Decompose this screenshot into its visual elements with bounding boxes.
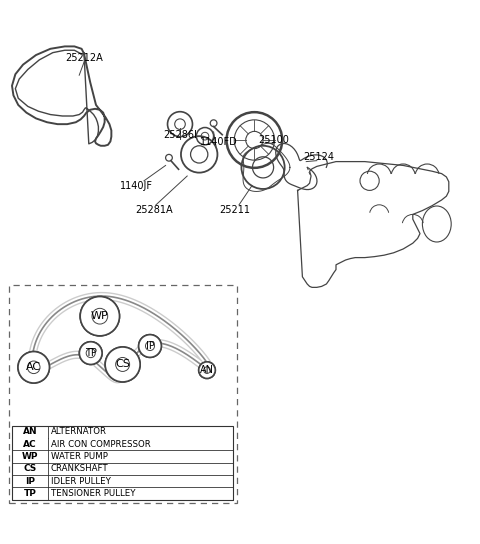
Text: AN: AN: [200, 365, 214, 375]
Text: 1140JF: 1140JF: [120, 181, 153, 190]
Text: ALTERNATOR: ALTERNATOR: [50, 428, 107, 436]
Text: TP: TP: [85, 348, 96, 358]
Bar: [9, 285, 237, 503]
Text: CS: CS: [24, 465, 37, 473]
Text: CRANKSHAFT: CRANKSHAFT: [50, 465, 108, 473]
Text: AC: AC: [26, 362, 41, 372]
Text: IP: IP: [25, 477, 35, 486]
Circle shape: [199, 362, 216, 379]
Text: CS: CS: [115, 360, 130, 369]
Text: WP: WP: [91, 311, 108, 321]
Text: WATER PUMP: WATER PUMP: [50, 452, 108, 461]
Circle shape: [79, 342, 102, 364]
Circle shape: [18, 351, 49, 383]
Text: TENSIONER PULLEY: TENSIONER PULLEY: [50, 489, 135, 498]
Circle shape: [139, 335, 161, 357]
Circle shape: [80, 296, 120, 336]
Text: WP: WP: [91, 311, 108, 321]
Text: 25212A: 25212A: [65, 53, 103, 64]
Text: IP: IP: [145, 341, 155, 351]
Text: AIR CON COMPRESSOR: AIR CON COMPRESSOR: [50, 440, 150, 449]
Text: IP: IP: [145, 341, 155, 351]
Text: TP: TP: [85, 348, 96, 358]
Text: TP: TP: [24, 489, 36, 498]
Circle shape: [105, 347, 140, 382]
Text: WP: WP: [22, 452, 38, 461]
Text: 25286I: 25286I: [163, 130, 197, 140]
Bar: [12, 426, 233, 499]
Text: 25100: 25100: [258, 135, 289, 145]
Text: IDLER PULLEY: IDLER PULLEY: [50, 477, 110, 486]
Text: 25281A: 25281A: [135, 205, 172, 214]
Text: 1140FD: 1140FD: [200, 138, 237, 147]
Text: AC: AC: [24, 440, 37, 449]
Text: AN: AN: [23, 428, 37, 436]
Text: 25124: 25124: [304, 152, 335, 162]
Text: AC: AC: [26, 362, 41, 372]
Text: 25211: 25211: [220, 205, 251, 214]
Text: AN: AN: [200, 365, 214, 375]
Text: CS: CS: [115, 360, 130, 369]
